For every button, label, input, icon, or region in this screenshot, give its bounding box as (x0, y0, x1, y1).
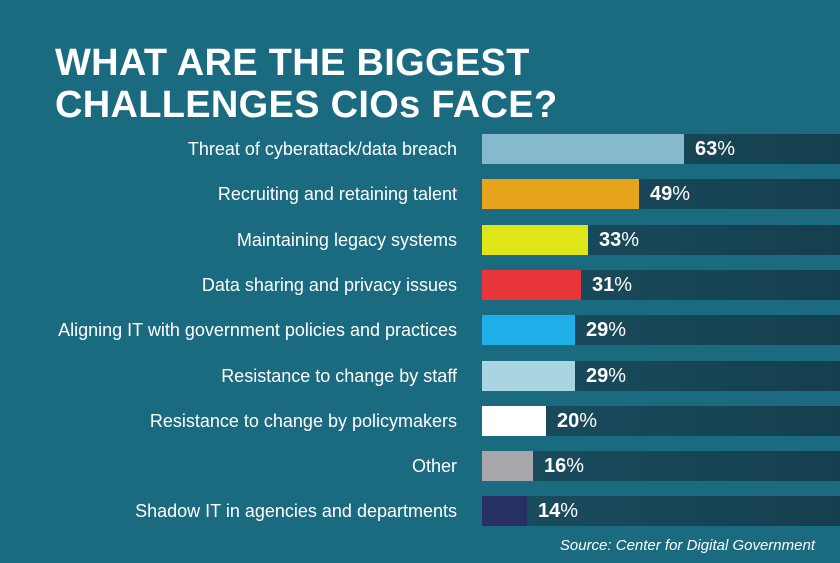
bar (482, 406, 546, 436)
value-label: 49% (650, 183, 691, 205)
bar (482, 496, 527, 526)
bar (482, 361, 575, 391)
value-label: 31% (592, 274, 633, 296)
bar (482, 225, 588, 255)
category-label: Recruiting and retaining talent (217, 184, 457, 204)
category-label: Shadow IT in agencies and departments (135, 501, 457, 521)
category-label: Resistance to change by policymakers (149, 411, 457, 431)
category-label: Resistance to change by staff (221, 366, 457, 386)
bar (482, 270, 581, 300)
bar-track (482, 496, 840, 526)
bar (482, 315, 575, 345)
category-label: Threat of cyberattack/data breach (187, 139, 457, 159)
bar (482, 179, 639, 209)
chart-title-line-2: CHALLENGES CIOs FACE? (55, 84, 558, 126)
value-label: 14% (538, 500, 579, 522)
category-label: Data sharing and privacy issues (201, 275, 457, 295)
value-label: 20% (557, 410, 598, 432)
bar-track (482, 451, 840, 481)
value-label: 33% (599, 229, 640, 251)
value-label: 29% (586, 365, 627, 387)
category-label: Aligning IT with government policies and… (58, 320, 457, 340)
value-label: 16% (544, 455, 585, 477)
category-label: Maintaining legacy systems (236, 230, 457, 250)
bar (482, 134, 684, 164)
chart-title: WHAT ARE THE BIGGEST CHALLENGES CIOs FAC… (55, 42, 557, 126)
category-label: Other (411, 456, 457, 476)
source-note: Source: Center for Digital Government (559, 537, 815, 554)
bar (482, 451, 533, 481)
value-label: 29% (586, 319, 627, 341)
value-label: 63% (695, 138, 736, 160)
chart-title-line-1: WHAT ARE THE BIGGEST (55, 42, 530, 84)
